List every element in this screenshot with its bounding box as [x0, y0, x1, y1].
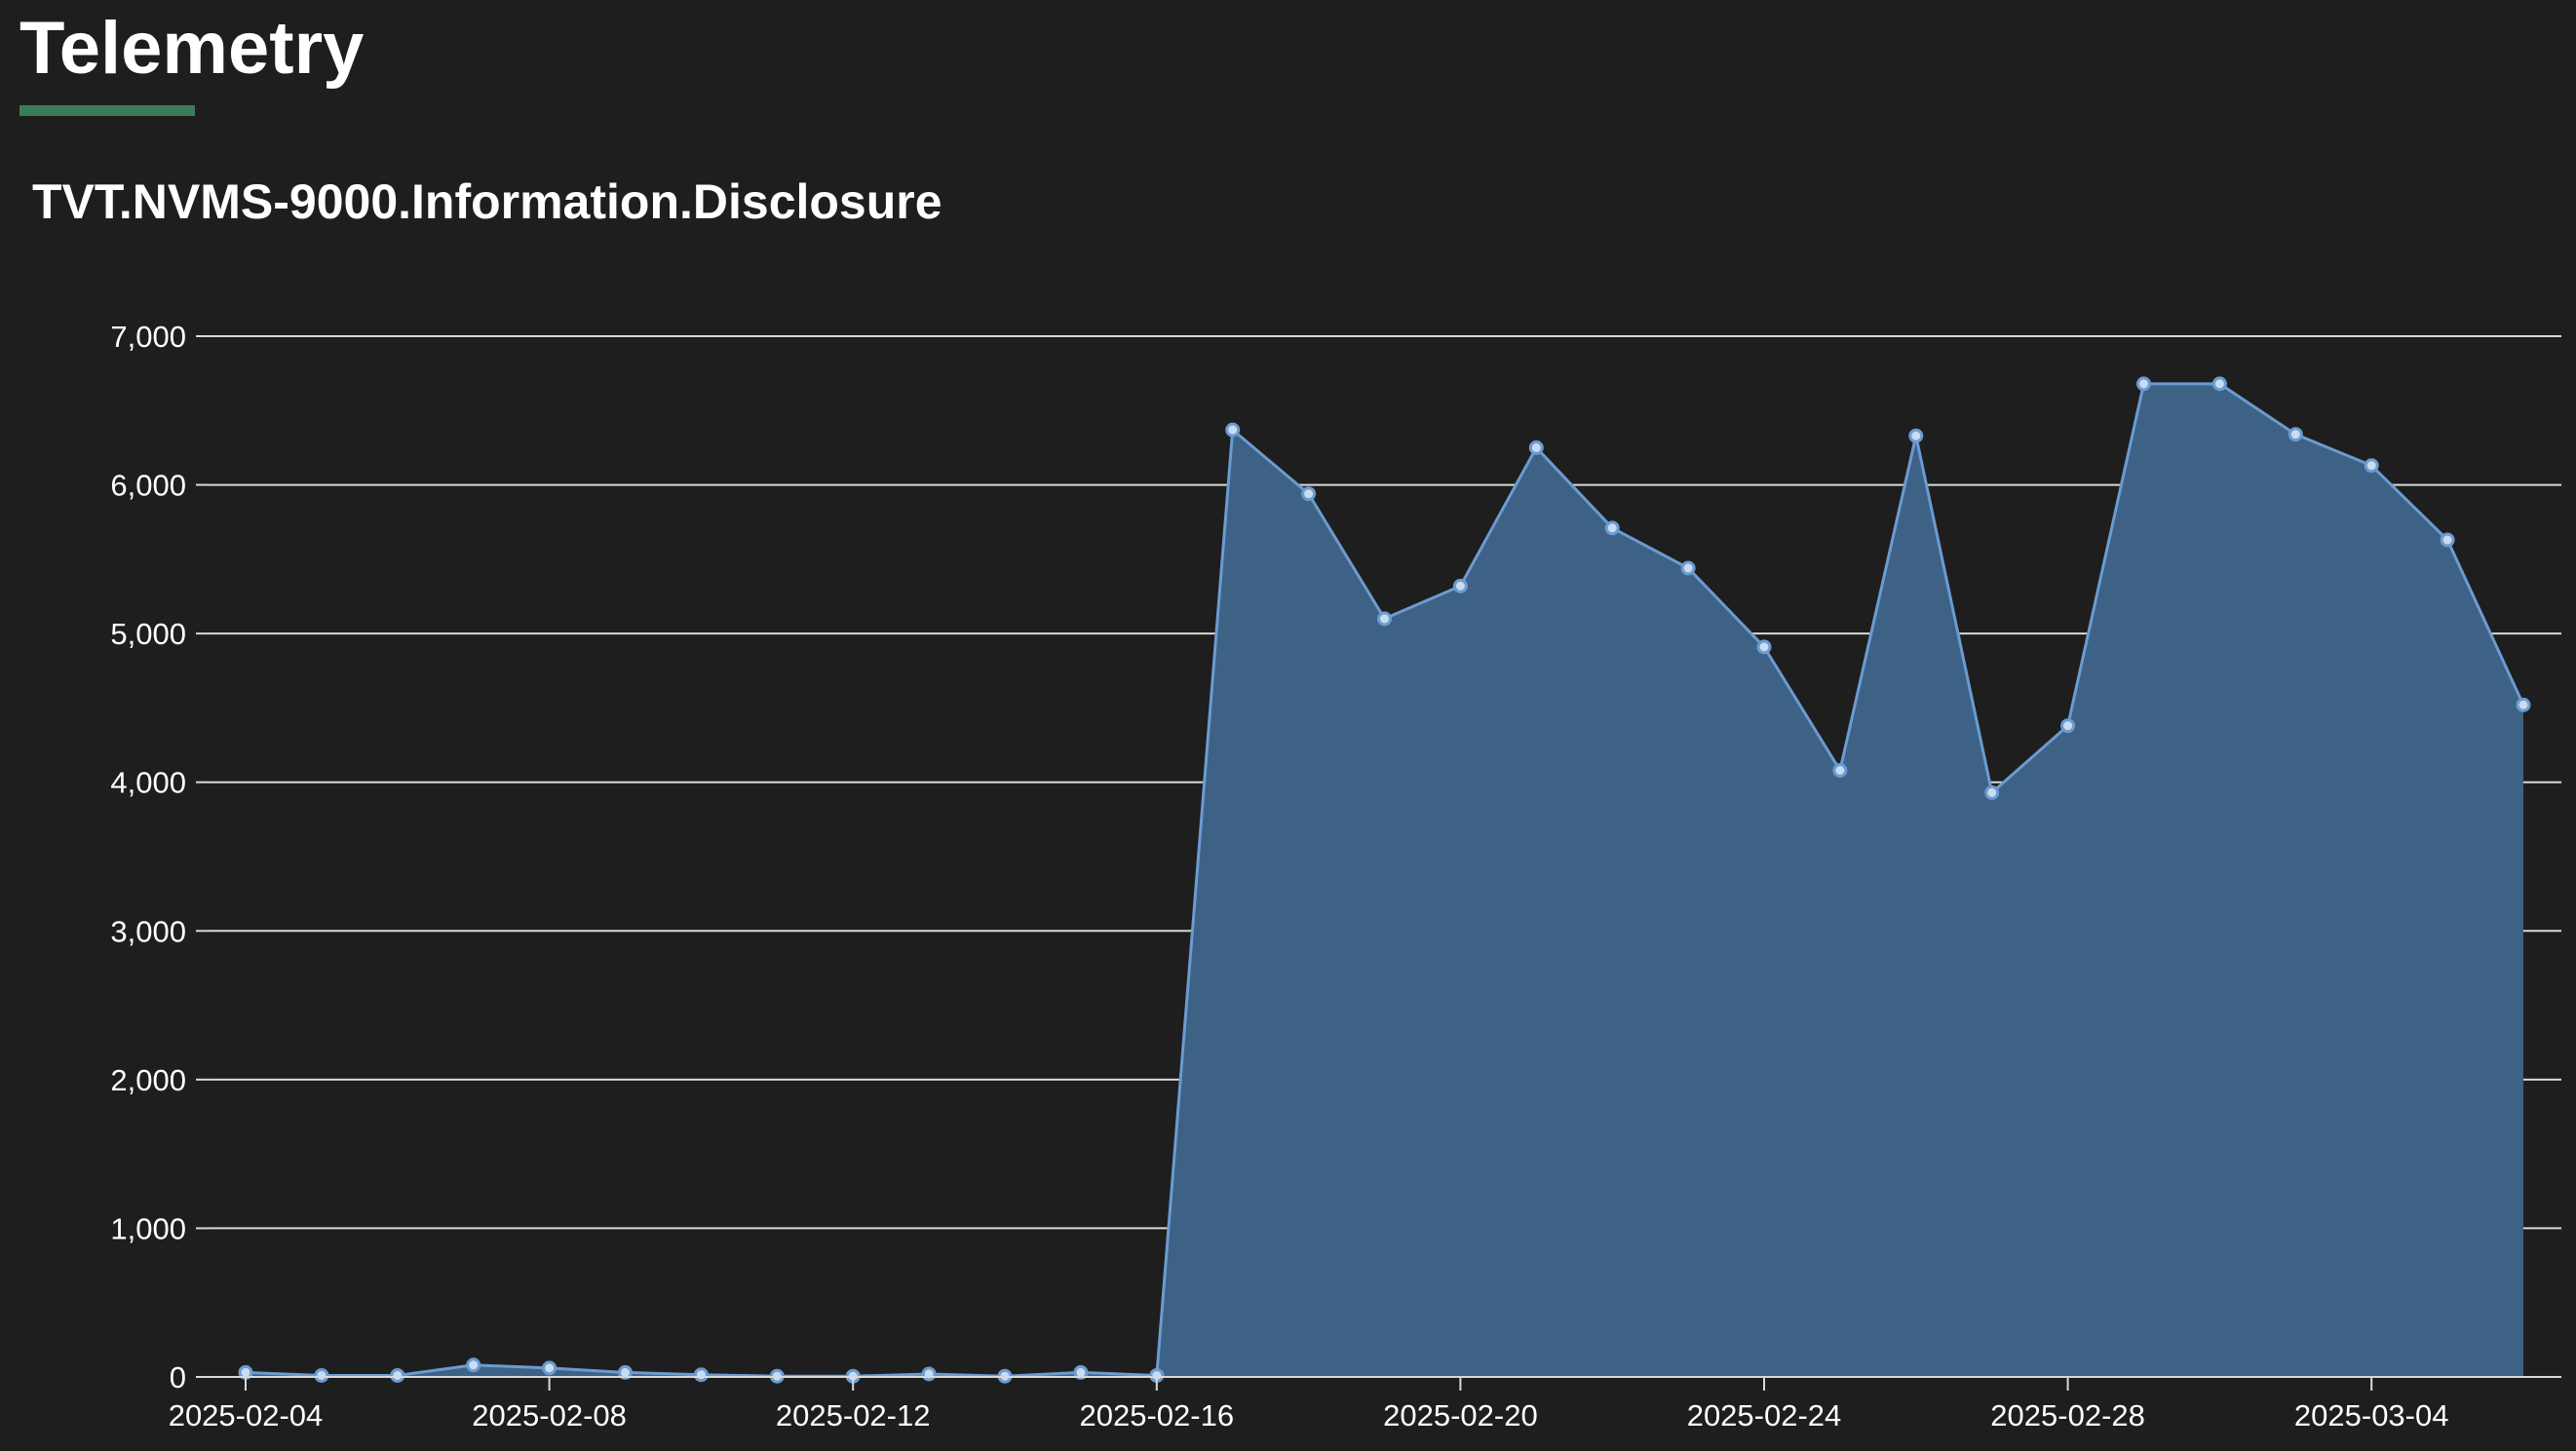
x-tick-label: 2025-02-08	[472, 1398, 627, 1432]
data-point	[542, 1360, 557, 1376]
y-tick-label: 5,000	[110, 617, 186, 651]
data-point	[618, 1364, 633, 1380]
data-points	[238, 376, 2531, 1384]
data-point	[1301, 486, 1317, 502]
page-title: Telemetry	[19, 7, 365, 90]
data-point	[1832, 763, 1848, 779]
y-tick-label: 4,000	[110, 766, 186, 800]
x-tick-label: 2025-02-28	[1990, 1398, 2145, 1432]
data-point	[2364, 458, 2379, 474]
y-tick-label: 6,000	[110, 469, 186, 503]
title-underline	[19, 105, 195, 116]
data-point	[2211, 376, 2227, 392]
x-tick-label: 2025-03-04	[2294, 1398, 2449, 1432]
data-point	[921, 1366, 937, 1382]
data-point	[1452, 578, 1468, 593]
data-point	[1073, 1364, 1089, 1380]
data-point	[693, 1367, 709, 1383]
x-tick-label: 2025-02-12	[776, 1398, 931, 1432]
x-tick-label: 2025-02-16	[1080, 1398, 1235, 1432]
y-tick-label: 2,000	[110, 1063, 186, 1097]
data-point	[1756, 639, 1772, 655]
data-point	[1225, 422, 1241, 438]
y-tick-label: 1,000	[110, 1211, 186, 1245]
x-tick-label: 2025-02-24	[1687, 1398, 1842, 1432]
data-point	[1984, 784, 2000, 800]
data-point	[2440, 532, 2455, 548]
data-point	[1604, 520, 1620, 536]
area-fill	[246, 383, 2523, 1377]
data-point	[1680, 560, 1696, 576]
data-point	[2060, 718, 2076, 734]
chart-title: TVT.NVMS-9000.Information.Disclosure	[32, 174, 942, 229]
axes	[196, 335, 2561, 1391]
data-point	[1528, 439, 1544, 455]
y-tick-label: 0	[170, 1360, 186, 1394]
data-point	[1908, 428, 1924, 443]
x-tick-label: 2025-02-04	[169, 1398, 324, 1432]
y-tick-label: 3,000	[110, 914, 186, 948]
tick-labels: 0 1,000 2,000 3,000 4,000 5,000 6,000 7,000 2025…	[110, 320, 2448, 1432]
data-point	[390, 1367, 405, 1383]
data-point	[2136, 376, 2151, 392]
data-point	[1377, 611, 1392, 627]
data-point	[2288, 427, 2303, 442]
x-tick-label: 2025-02-20	[1383, 1398, 1538, 1432]
data-point	[466, 1357, 481, 1373]
data-point	[2516, 697, 2531, 712]
y-tick-label: 7,000	[110, 320, 186, 354]
data-point	[314, 1367, 329, 1383]
